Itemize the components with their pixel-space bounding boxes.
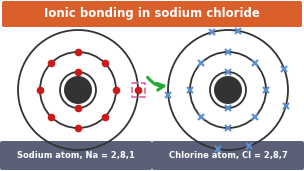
Circle shape <box>64 76 92 104</box>
FancyBboxPatch shape <box>2 1 302 27</box>
Text: Ionic bonding in sodium chloride: Ionic bonding in sodium chloride <box>44 8 260 21</box>
Text: Sodium atom, Na = 2,8,1: Sodium atom, Na = 2,8,1 <box>17 151 135 160</box>
Circle shape <box>214 76 242 104</box>
FancyBboxPatch shape <box>0 141 152 170</box>
FancyBboxPatch shape <box>152 141 304 170</box>
Text: Chlorine atom, Cl = 2,8,7: Chlorine atom, Cl = 2,8,7 <box>169 151 287 160</box>
